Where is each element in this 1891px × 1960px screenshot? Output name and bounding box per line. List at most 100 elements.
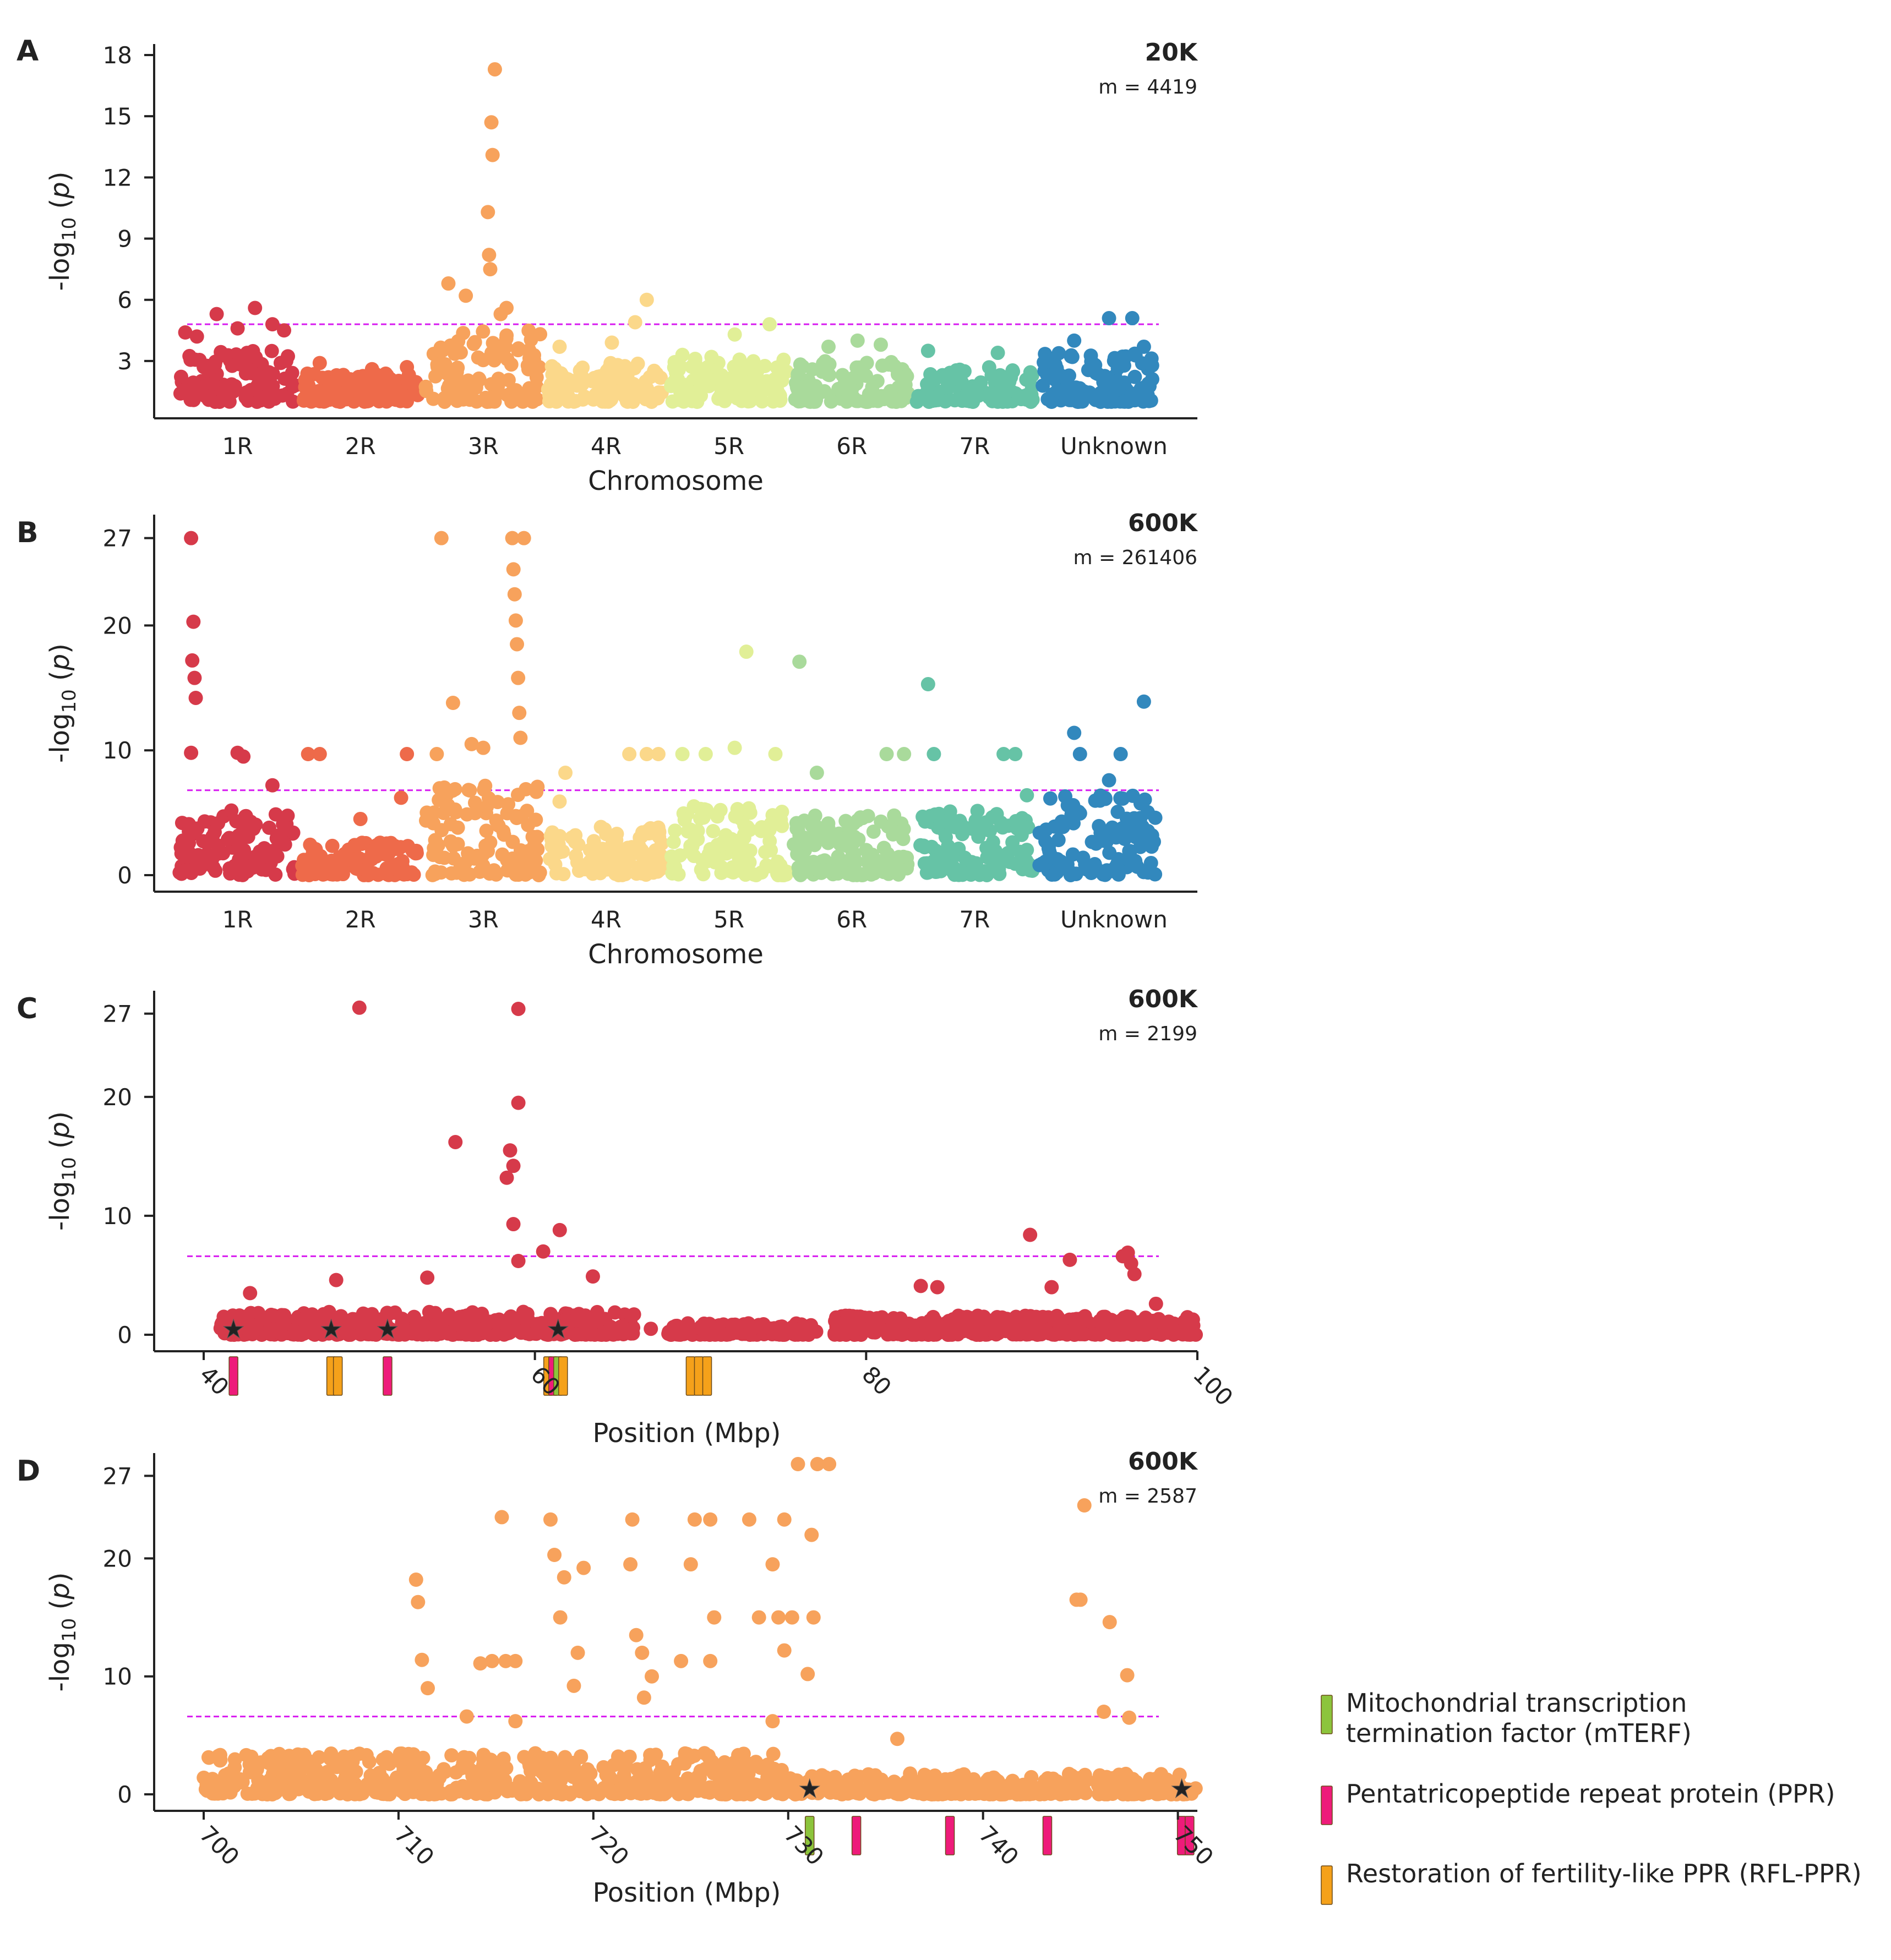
x-axis-title: Chromosome	[588, 466, 764, 496]
panel-letter: C	[17, 992, 37, 1025]
data-point	[395, 1322, 410, 1336]
data-point	[446, 838, 461, 853]
data-point	[499, 1170, 514, 1185]
data-point	[506, 562, 521, 577]
data-point	[750, 1757, 765, 1772]
data-point	[913, 1279, 928, 1293]
data-point	[593, 820, 608, 834]
data-point	[483, 262, 498, 277]
data-point	[1127, 1266, 1142, 1281]
data-point	[448, 1782, 462, 1797]
data-point	[783, 1771, 798, 1786]
data-point	[527, 348, 542, 363]
data-point	[1043, 791, 1058, 806]
data-point	[312, 747, 327, 762]
data-point	[1148, 810, 1163, 825]
data-point	[741, 1316, 756, 1331]
data-point	[677, 812, 692, 827]
x-tick-label: 740	[974, 1820, 1024, 1870]
x-tick-label: 720	[584, 1820, 634, 1870]
data-point	[693, 811, 707, 826]
data-point	[628, 315, 642, 330]
data-point	[502, 1324, 517, 1339]
data-point	[324, 867, 339, 882]
data-point	[840, 839, 855, 854]
data-point	[927, 747, 941, 762]
data-point	[634, 1786, 649, 1801]
data-point	[511, 341, 526, 356]
data-point	[766, 394, 781, 409]
data-point	[357, 394, 372, 409]
data-point	[593, 369, 608, 384]
gene-bar-ppr	[945, 1816, 955, 1855]
data-point	[1062, 1252, 1077, 1267]
data-point	[475, 1322, 489, 1337]
data-point	[666, 850, 680, 865]
data-point	[503, 1143, 517, 1158]
data-point	[909, 394, 924, 409]
data-point	[352, 1000, 367, 1015]
data-point	[827, 1326, 842, 1341]
data-point	[528, 812, 543, 827]
data-point	[831, 381, 846, 396]
x-tick-label: 7R	[959, 906, 990, 933]
data-point	[268, 867, 283, 882]
data-point	[248, 301, 263, 315]
data-point	[946, 371, 961, 386]
data-point	[491, 818, 506, 833]
data-point	[928, 372, 942, 387]
data-point	[938, 394, 953, 409]
data-point	[375, 1312, 390, 1326]
data-point	[788, 392, 803, 407]
panel-D: D 0 10 20 27 -log10 (p) 600K m = 2587 ★ ★ 700 710 72…	[17, 1448, 1219, 1908]
gene-star-marker: ★	[222, 1314, 245, 1344]
data-point	[408, 1573, 423, 1587]
data-point	[703, 1653, 718, 1668]
data-point	[851, 832, 866, 847]
data-point	[886, 827, 901, 842]
data-point	[1073, 1592, 1088, 1607]
data-point	[1133, 796, 1148, 811]
data-point	[545, 825, 560, 840]
data-point	[695, 1323, 710, 1337]
data-point	[511, 1782, 526, 1797]
data-point	[822, 357, 837, 372]
data-point	[1077, 1498, 1092, 1513]
data-point	[264, 343, 279, 358]
data-point	[285, 365, 299, 380]
data-point	[513, 843, 528, 858]
data-point	[479, 799, 494, 814]
data-point	[1025, 1786, 1040, 1801]
data-point	[393, 1746, 407, 1761]
data-point	[191, 848, 206, 862]
data-point	[299, 1325, 314, 1340]
data-point	[567, 374, 582, 389]
data-point	[742, 1512, 756, 1527]
data-point	[1128, 829, 1143, 844]
x-tick-label: 4R	[591, 906, 622, 933]
data-point	[1136, 694, 1151, 709]
y-axis-title: -log10 (p)	[45, 643, 80, 763]
data-point	[679, 1787, 694, 1801]
data-point	[441, 276, 456, 291]
data-point	[749, 867, 764, 882]
data-point	[467, 335, 482, 350]
data-point	[995, 820, 1010, 835]
data-point	[897, 747, 912, 762]
data-point	[556, 1786, 571, 1801]
data-point	[1023, 365, 1038, 380]
data-point	[630, 356, 645, 371]
data-point	[186, 823, 201, 838]
data-point	[1117, 375, 1132, 390]
data-point	[789, 821, 804, 836]
data-point	[1063, 867, 1078, 882]
points	[172, 531, 1163, 882]
panel-letter: B	[17, 516, 39, 549]
data-point	[1156, 1786, 1170, 1801]
data-point	[239, 1748, 254, 1762]
data-point	[493, 307, 508, 321]
data-point	[671, 392, 686, 407]
data-point	[220, 832, 235, 847]
data-point	[506, 1217, 521, 1232]
